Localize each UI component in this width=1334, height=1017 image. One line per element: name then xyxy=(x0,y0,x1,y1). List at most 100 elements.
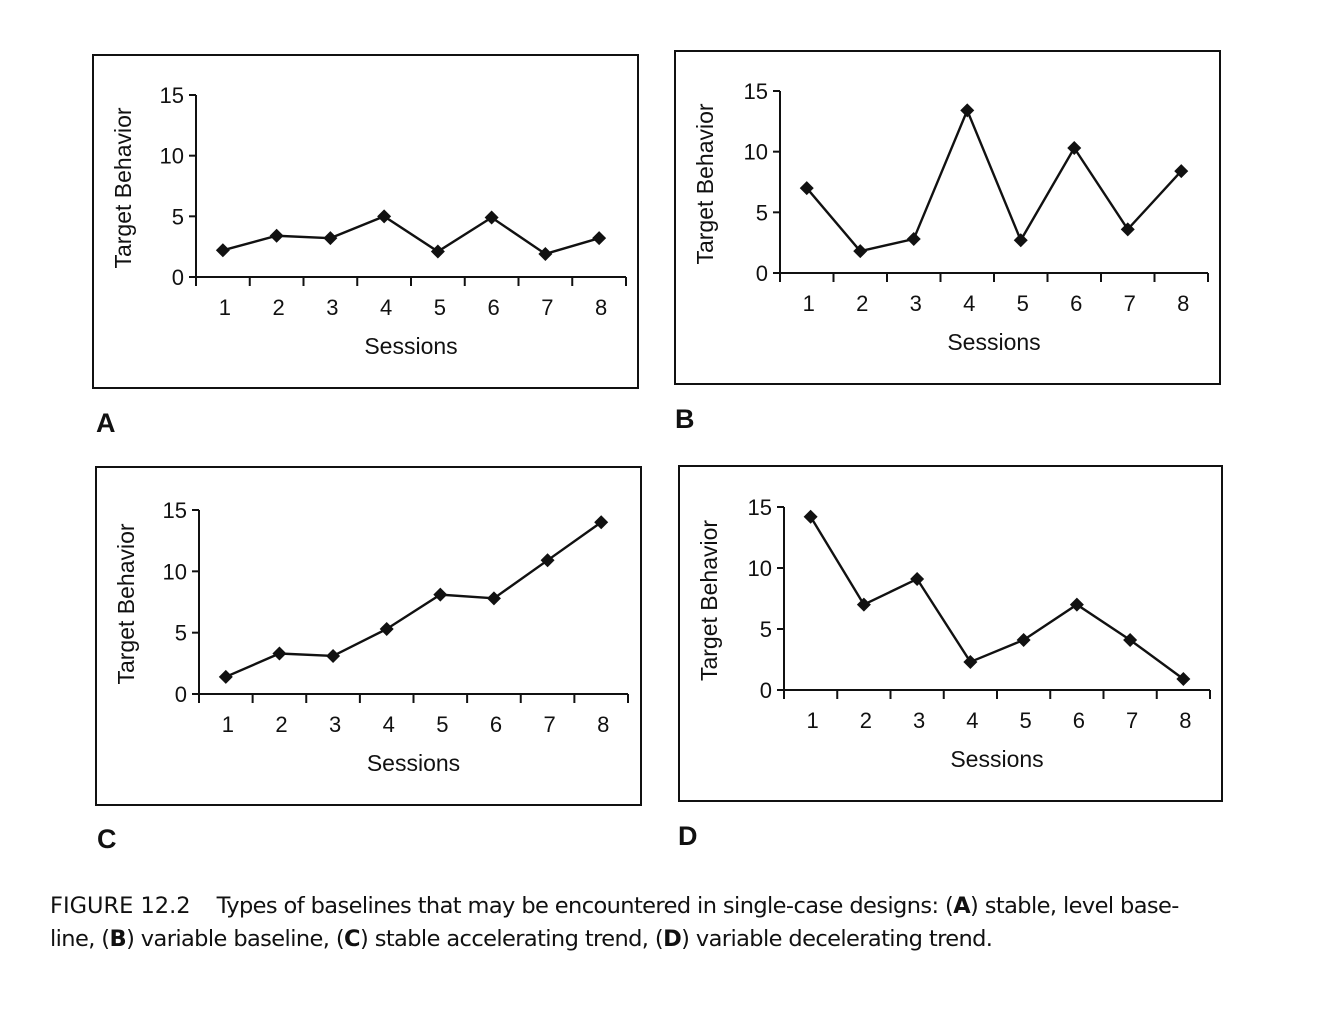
y-tick-label: 0 xyxy=(175,682,187,707)
x-tick-label: 6 xyxy=(1070,291,1082,316)
x-tick-label: 1 xyxy=(222,712,234,737)
y-tick-label: 15 xyxy=(744,79,768,104)
y-axis-title: Target Behavior xyxy=(696,520,722,681)
panel-label-b: B xyxy=(675,404,695,434)
x-axis-title: Sessions xyxy=(947,329,1040,355)
panel-label-c: C xyxy=(97,824,117,854)
caption-text: Types of baselines that may be encounter… xyxy=(216,893,954,919)
caption-text: ) stable, level base- xyxy=(970,893,1179,919)
y-tick-label: 5 xyxy=(175,621,187,646)
data-point xyxy=(592,231,607,246)
caption-text: ) variable baseline, ( xyxy=(126,926,345,952)
x-tick-label: 7 xyxy=(1126,708,1138,733)
x-tick-label: 8 xyxy=(597,712,609,737)
y-tick-label: 15 xyxy=(160,83,184,108)
data-point xyxy=(594,515,609,530)
data-point xyxy=(272,646,287,661)
data-point xyxy=(856,597,871,612)
data-series-line xyxy=(805,107,1183,253)
data-point xyxy=(430,244,445,259)
y-tick-label: 5 xyxy=(756,200,768,225)
data-point xyxy=(799,181,814,196)
x-tick-label: 4 xyxy=(380,295,392,320)
chart-panel-a: 0 5 10 15 1 2 3 4 5 6 7 8 Sessions Target Behavior xyxy=(92,54,639,389)
x-tick-label: 8 xyxy=(1177,291,1189,316)
x-tick-label: 4 xyxy=(383,712,395,737)
x-tick-label: 2 xyxy=(273,295,285,320)
x-tick-label: 5 xyxy=(1020,708,1032,733)
x-tick-label: 2 xyxy=(856,291,868,316)
y-axis-title: Target Behavior xyxy=(110,107,136,268)
data-point xyxy=(218,669,233,684)
data-point xyxy=(1069,597,1084,612)
x-axis-title: Sessions xyxy=(950,746,1043,772)
data-point xyxy=(1123,632,1138,647)
x-tick-label: 4 xyxy=(963,291,975,316)
caption-ref-b: B xyxy=(109,926,127,952)
data-point xyxy=(377,209,392,224)
x-tick-label: 2 xyxy=(860,708,872,733)
x-tick-label: 7 xyxy=(1124,291,1136,316)
data-point xyxy=(1120,222,1135,237)
caption-text: line, ( xyxy=(50,926,110,952)
x-tick-label: 6 xyxy=(488,295,500,320)
chart-panel-b: 0 5 10 15 1 2 3 4 5 6 7 8 Sessions Target Behavior xyxy=(674,50,1221,385)
caption-line-1: FIGURE 12.2 Types of baselines that may b… xyxy=(50,890,1290,923)
caption-ref-c: C xyxy=(344,926,361,952)
x-axis-title: Sessions xyxy=(367,750,460,776)
data-point xyxy=(538,246,553,261)
x-tick-label: 3 xyxy=(910,291,922,316)
caption-text: ) variable decelerating trend. xyxy=(681,926,993,952)
data-point xyxy=(433,587,448,602)
figure-label: FIGURE 12.2 xyxy=(50,893,191,919)
x-tick-label: 3 xyxy=(326,295,338,320)
panel-frame xyxy=(95,466,642,806)
data-point xyxy=(960,103,975,118)
data-point xyxy=(486,591,501,606)
data-point xyxy=(1016,632,1031,647)
caption-line-2: line, (B) variable baseline, (C) stable … xyxy=(50,923,1290,956)
data-series-line xyxy=(222,214,600,256)
caption-ref-a: A xyxy=(953,893,971,919)
data-point xyxy=(1176,672,1191,687)
y-tick-label: 0 xyxy=(760,678,772,703)
y-tick-label: 0 xyxy=(756,261,768,286)
x-tick-label: 2 xyxy=(275,712,287,737)
data-point xyxy=(269,228,284,243)
data-point xyxy=(910,571,925,586)
y-tick-label: 10 xyxy=(744,140,768,165)
data-point xyxy=(323,231,338,246)
caption-ref-d: D xyxy=(663,926,682,952)
x-tick-label: 5 xyxy=(1017,291,1029,316)
figure-caption: FIGURE 12.2 Types of baselines that may b… xyxy=(50,890,1290,956)
panel-frame xyxy=(92,54,639,389)
x-tick-label: 3 xyxy=(329,712,341,737)
data-point xyxy=(1174,164,1189,179)
x-tick-label: 3 xyxy=(913,708,925,733)
data-series-line xyxy=(809,516,1185,680)
data-point xyxy=(803,509,818,524)
y-tick-label: 10 xyxy=(163,559,187,584)
panel-label-a: A xyxy=(96,408,116,438)
data-point xyxy=(215,243,230,258)
chart-panel-d: 0 5 10 15 1 2 3 4 5 6 7 8 Sessions Target Behavior xyxy=(678,465,1223,802)
y-axis-title: Target Behavior xyxy=(113,523,139,684)
y-tick-label: 10 xyxy=(748,556,772,581)
data-point xyxy=(326,648,341,663)
x-tick-label: 1 xyxy=(803,291,815,316)
panel-frame xyxy=(678,465,1223,802)
y-tick-label: 5 xyxy=(760,617,772,642)
data-point xyxy=(379,621,394,636)
data-point xyxy=(1067,141,1082,156)
x-tick-label: 6 xyxy=(1073,708,1085,733)
caption-text: ) stable accelerating trend, ( xyxy=(359,926,664,952)
y-tick-label: 0 xyxy=(172,265,184,290)
y-tick-label: 10 xyxy=(160,144,184,169)
x-tick-label: 7 xyxy=(543,712,555,737)
chart-panel-c: 0 5 10 15 1 2 3 4 5 6 7 8 Sessions Target Behavior xyxy=(95,466,642,806)
y-tick-label: 15 xyxy=(163,498,187,523)
y-tick-label: 15 xyxy=(748,495,772,520)
x-axis-title: Sessions xyxy=(364,333,457,359)
y-tick-label: 5 xyxy=(172,204,184,229)
